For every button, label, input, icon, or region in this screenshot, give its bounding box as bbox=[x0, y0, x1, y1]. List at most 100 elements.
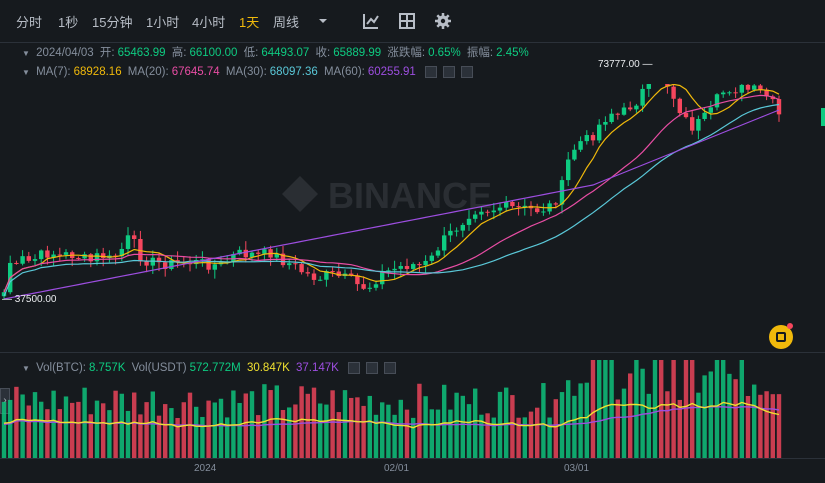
volume-bar bbox=[398, 399, 403, 458]
candle-body bbox=[485, 211, 490, 213]
candle-body bbox=[727, 92, 732, 94]
ma20-label: MA(20): bbox=[127, 66, 169, 78]
volume-bar bbox=[522, 417, 527, 458]
volume-bar bbox=[324, 404, 329, 458]
volume-bar bbox=[609, 360, 614, 458]
volume-bar bbox=[20, 394, 25, 458]
candle-body bbox=[175, 260, 180, 263]
legend-date: 2024/04/03 bbox=[36, 47, 94, 59]
candle-body bbox=[758, 85, 763, 90]
volume-bar bbox=[336, 412, 341, 458]
candle-body bbox=[14, 262, 19, 264]
x-tick-0301: 03/01 bbox=[564, 463, 590, 474]
volume-bar bbox=[708, 371, 713, 458]
candle-body bbox=[454, 230, 459, 232]
candle-body bbox=[361, 284, 366, 289]
volume-bar bbox=[652, 360, 658, 458]
volume-bar bbox=[88, 414, 93, 458]
candle-body bbox=[535, 208, 540, 213]
interval-1d[interactable]: 1天 bbox=[239, 15, 260, 30]
volume-bar bbox=[330, 390, 335, 458]
vol-btc-label: Vol(BTC): bbox=[36, 362, 86, 374]
ohlc-legend: ▼ 2024/04/03 开: 65463.99 高: 66100.00 低: 644… bbox=[0, 46, 532, 61]
interval-time-sharing[interactable]: 分时 bbox=[16, 15, 43, 30]
candle-body bbox=[45, 250, 50, 258]
collapse-toggle-icon[interactable]: ▼ bbox=[22, 68, 30, 77]
volume-bar bbox=[590, 360, 596, 458]
interval-4h[interactable]: 4小时 bbox=[192, 15, 226, 30]
settings-icon[interactable] bbox=[366, 361, 379, 374]
volume-bar bbox=[665, 391, 670, 458]
candle-body bbox=[665, 84, 670, 87]
candle-body bbox=[237, 249, 242, 255]
volume-bar bbox=[318, 403, 323, 458]
candle-body bbox=[63, 252, 69, 255]
candle-body bbox=[144, 261, 149, 266]
volume-bar bbox=[404, 409, 410, 458]
eye-icon[interactable] bbox=[425, 65, 438, 78]
close-icon[interactable] bbox=[461, 65, 474, 78]
collapse-toggle-icon[interactable]: ▼ bbox=[22, 49, 30, 58]
volume-chart[interactable] bbox=[0, 358, 825, 458]
change-label: 涨跌幅: bbox=[387, 47, 426, 59]
assistant-float-button[interactable] bbox=[769, 325, 793, 349]
candle-body bbox=[597, 124, 602, 141]
candle-body bbox=[590, 135, 596, 141]
ma30-line bbox=[3, 103, 780, 297]
candlestick-chart[interactable]: BINANCE bbox=[0, 84, 825, 352]
volume-bar bbox=[739, 360, 744, 458]
ma30-label: MA(30): bbox=[225, 66, 267, 78]
low-label: 低: bbox=[243, 47, 259, 59]
candle-body bbox=[156, 257, 162, 263]
volume-bar bbox=[45, 409, 50, 458]
candle-body bbox=[739, 84, 744, 93]
volume-bar bbox=[535, 407, 540, 458]
interval-1s[interactable]: 1秒 bbox=[58, 15, 79, 30]
open-value: 65463.99 bbox=[117, 47, 166, 59]
volume-bar bbox=[380, 402, 385, 458]
collapse-toggle-icon[interactable]: ▼ bbox=[22, 364, 30, 373]
volume-bar bbox=[101, 403, 106, 458]
layout-grid-icon[interactable] bbox=[398, 12, 416, 30]
candle-body bbox=[696, 118, 701, 131]
candle-body bbox=[603, 121, 608, 125]
volume-bar bbox=[26, 405, 31, 458]
volume-bar bbox=[572, 395, 577, 458]
volume-bar bbox=[553, 399, 558, 458]
volume-bar bbox=[528, 411, 534, 458]
ma-legend: ▼ MA(7): 68928.16 MA(20): 67645.74 MA(30):… bbox=[0, 65, 476, 80]
settings-icon[interactable] bbox=[443, 65, 456, 78]
candle-body bbox=[473, 214, 478, 219]
volume-bar bbox=[237, 402, 242, 458]
candle-body bbox=[311, 273, 317, 280]
candle-body bbox=[101, 253, 106, 258]
close-icon[interactable] bbox=[384, 361, 397, 374]
candle-body bbox=[479, 211, 484, 215]
volume-bar bbox=[510, 395, 515, 458]
settings-gear-icon[interactable] bbox=[434, 12, 452, 30]
candle-body bbox=[708, 107, 713, 113]
interval-weekly[interactable]: 周线 bbox=[273, 15, 300, 30]
candle-body bbox=[293, 263, 298, 265]
ma30-value: 68097.36 bbox=[269, 66, 318, 78]
ma60-line bbox=[3, 109, 780, 300]
pane-separator[interactable] bbox=[0, 352, 825, 353]
interval-15m[interactable]: 15分钟 bbox=[92, 15, 133, 30]
candle-body bbox=[745, 84, 751, 90]
volume-bar bbox=[690, 360, 695, 458]
ma7-label: MA(7): bbox=[36, 66, 71, 78]
x-axis bbox=[0, 458, 825, 459]
candle-body bbox=[163, 262, 168, 269]
candle-body bbox=[522, 205, 527, 208]
vol-usdt-label: Vol(USDT) bbox=[131, 362, 187, 374]
candle-body bbox=[491, 210, 496, 213]
eye-icon[interactable] bbox=[348, 361, 361, 374]
candle-body bbox=[299, 264, 304, 273]
candle-body bbox=[119, 248, 124, 257]
volume-bar bbox=[218, 398, 224, 458]
chevron-down-icon[interactable] bbox=[314, 12, 332, 30]
interval-1h[interactable]: 1小时 bbox=[146, 15, 180, 30]
indicators-icon[interactable] bbox=[362, 12, 380, 30]
volume-legend: ▼ Vol(BTC): 8.757K Vol(USDT) 572.772M 30.8… bbox=[0, 361, 399, 376]
low-value: 64493.07 bbox=[261, 47, 310, 59]
